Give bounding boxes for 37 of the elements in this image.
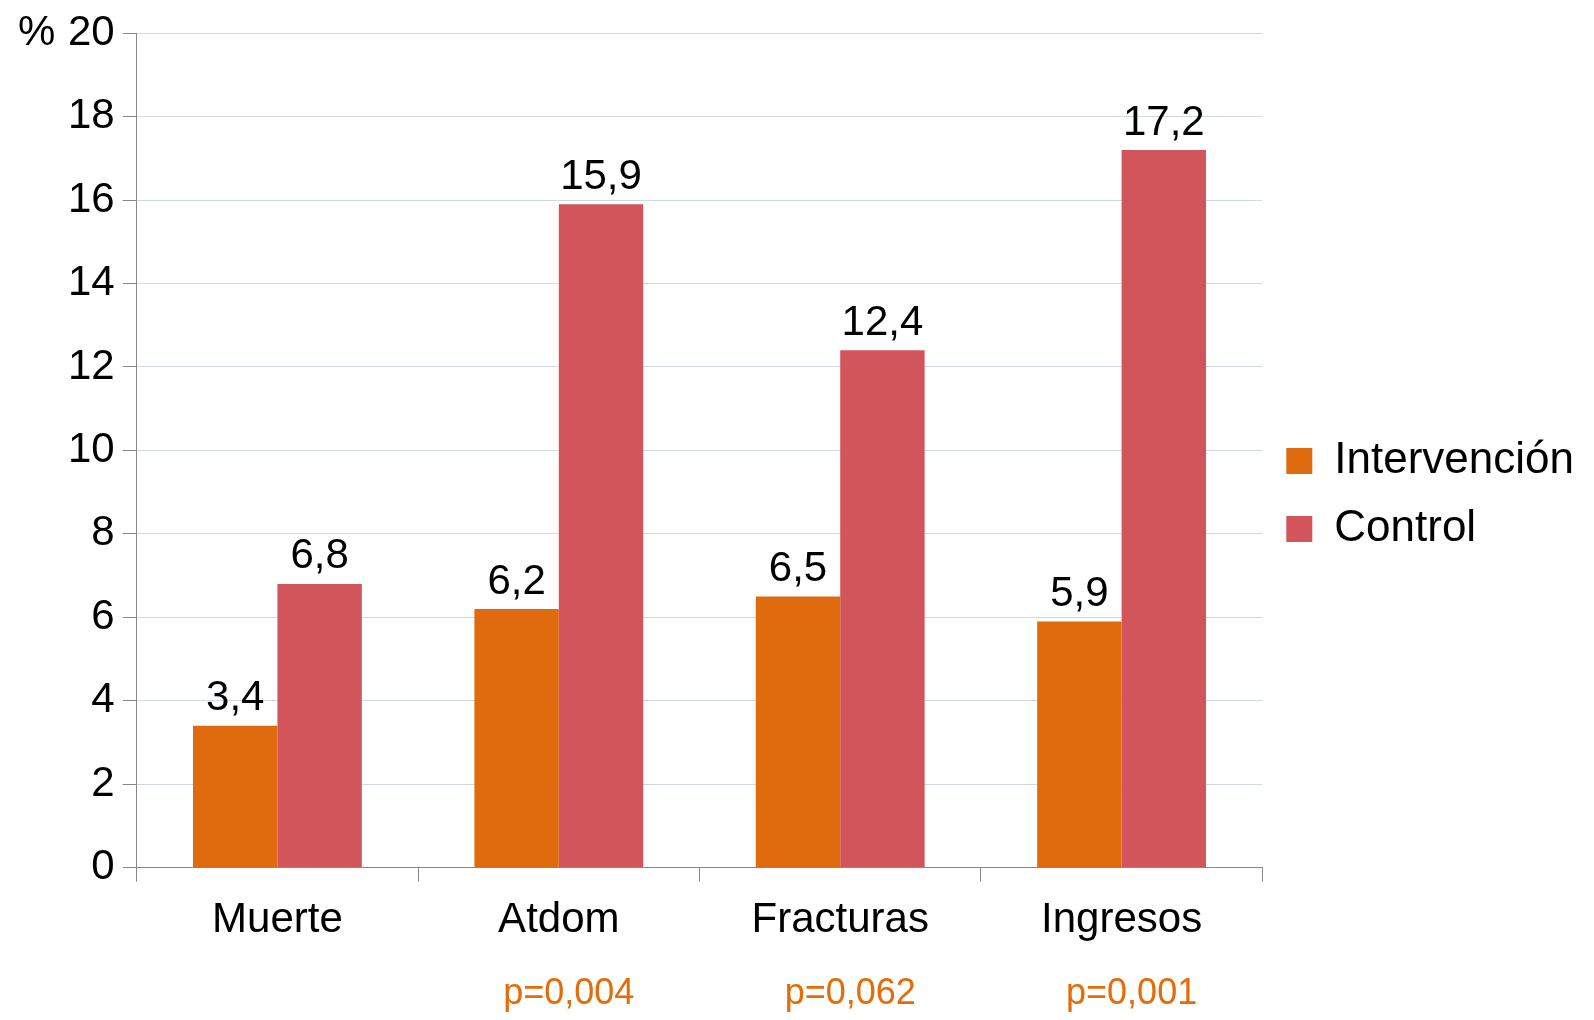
text: p=0,001 bbox=[1066, 970, 1198, 1012]
bar bbox=[277, 583, 362, 868]
y-tick-label: 20 bbox=[68, 6, 115, 54]
y-tick-label: 18 bbox=[68, 90, 115, 138]
data-label: 5,9 bbox=[1050, 568, 1109, 616]
data-label: 12,4 bbox=[841, 296, 924, 344]
data-label: 3,4 bbox=[206, 672, 265, 720]
bar bbox=[1037, 621, 1122, 868]
x-tick-label: Atdom bbox=[498, 894, 620, 942]
bar bbox=[193, 725, 278, 868]
data-label: 6,8 bbox=[290, 530, 349, 578]
legend-label: Control bbox=[1334, 501, 1477, 551]
y-tick-label: 10 bbox=[68, 423, 115, 471]
y-tick-label: 16 bbox=[68, 173, 115, 221]
text: p=0,062 bbox=[784, 970, 916, 1012]
bar bbox=[474, 608, 559, 868]
x-tick-label: Ingresos bbox=[1041, 894, 1203, 942]
legend-label: Intervención bbox=[1334, 433, 1574, 483]
y-tick-label: 2 bbox=[91, 757, 115, 805]
x-tick-label: Muerte bbox=[212, 894, 343, 942]
y-axis-title: % bbox=[18, 6, 56, 54]
data-label: 17,2 bbox=[1122, 96, 1205, 144]
data-label: 15,9 bbox=[560, 150, 642, 198]
y-tick-label: 6 bbox=[91, 590, 115, 638]
text: p=0,004 bbox=[503, 970, 635, 1012]
bar bbox=[1121, 150, 1207, 868]
bar bbox=[840, 350, 925, 868]
data-label: 6,5 bbox=[768, 543, 828, 590]
data-label: 6,2 bbox=[487, 555, 546, 603]
y-tick-label: 0 bbox=[91, 841, 115, 889]
bar bbox=[558, 204, 644, 868]
y-tick-label: 4 bbox=[91, 674, 115, 722]
y-tick-label: 8 bbox=[91, 507, 115, 555]
bar bbox=[755, 596, 841, 868]
y-tick-label: 12 bbox=[68, 340, 115, 388]
x-tick-label: Fracturas bbox=[751, 894, 929, 942]
y-tick-label: 14 bbox=[68, 257, 115, 305]
